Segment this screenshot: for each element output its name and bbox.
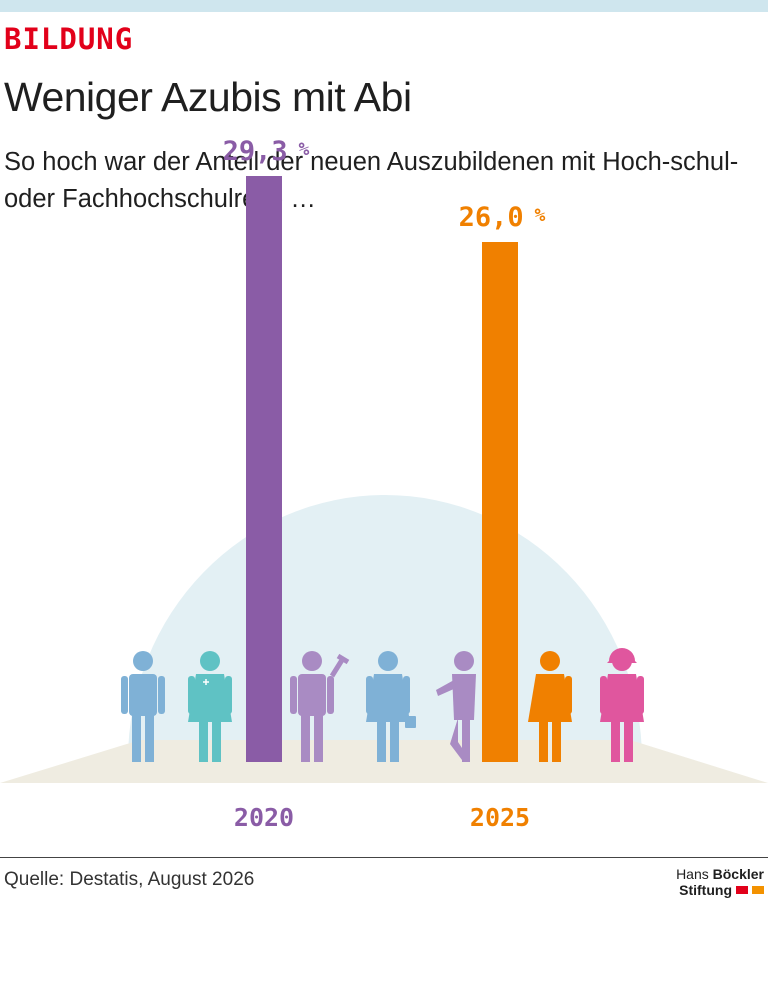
figure-dress <box>600 674 644 722</box>
figure-head <box>302 651 322 671</box>
wrench-icon <box>329 653 350 678</box>
bar-chart: 29,3 % 2020 26,0 % 2025 <box>0 136 768 832</box>
businesswoman-figure <box>366 651 416 762</box>
figure-leg <box>462 718 470 762</box>
figure-arm-right <box>225 676 232 714</box>
bar-2020 <box>246 176 282 762</box>
figure-leg-right <box>624 712 633 762</box>
figure-dress <box>366 674 410 722</box>
value-label-2020: 29,3 % <box>223 136 310 167</box>
figure-leg-right <box>390 712 399 762</box>
cross-icon <box>203 679 209 685</box>
figure-arm-left <box>290 676 297 714</box>
man-figure <box>121 651 165 762</box>
figure-arm-right <box>565 676 572 714</box>
category-label-2020: 2020 <box>234 803 294 832</box>
logo-text-stiftung: Stiftung <box>679 882 732 898</box>
figures-group <box>121 648 644 762</box>
source-note: Quelle: Destatis, August 2026 <box>4 869 255 890</box>
briefcase-icon <box>405 716 416 728</box>
figure-arm-right <box>403 676 410 714</box>
top-bar <box>0 0 768 12</box>
logo-text-hans: Hans <box>676 866 713 882</box>
figure-arm-right <box>637 676 644 714</box>
figure-torso <box>452 674 476 720</box>
figure-head <box>540 651 560 671</box>
figure-head <box>200 651 220 671</box>
figure-leg-left <box>539 712 548 762</box>
footer-divider <box>0 857 768 858</box>
figure-head <box>612 651 632 671</box>
figure-leg-left <box>301 712 310 762</box>
figure-arm-left <box>121 676 128 714</box>
woman-figure <box>528 651 572 762</box>
bars-group: 29,3 % 2020 26,0 % 2025 <box>223 136 546 832</box>
mechanic-figure <box>290 651 350 762</box>
kicker: BILDUNG <box>4 22 134 56</box>
category-label-2025: 2025 <box>470 803 530 832</box>
figure-leg-left <box>611 712 620 762</box>
figure-leg-left <box>199 712 208 762</box>
figure-leg-crossed <box>450 718 466 760</box>
figure-torso <box>298 674 326 716</box>
figure-arm-left <box>188 676 195 714</box>
figure-arm-left <box>366 676 373 714</box>
figure-dress <box>188 674 232 722</box>
logo-orange-square <box>752 886 764 894</box>
figure-leg-right <box>212 712 221 762</box>
bar-2025 <box>482 242 518 762</box>
hans-boeckler-stiftung-logo: Hans Böckler Stiftung <box>676 866 764 898</box>
nurse-figure <box>188 651 232 762</box>
figure-torso <box>129 674 157 716</box>
construction-worker-figure <box>600 648 644 762</box>
figure-leg-right <box>314 712 323 762</box>
value-label-2025: 26,0 % <box>459 202 546 233</box>
figure-leg-right <box>552 712 561 762</box>
figure-leg-left <box>377 712 386 762</box>
figure-arm-right <box>327 676 334 714</box>
figure-leg-left <box>132 712 141 762</box>
leaning-man-figure <box>436 651 476 762</box>
logo-text-boeckler: Böckler <box>712 866 764 882</box>
page-title: Weniger Azubis mit Abi <box>4 74 412 120</box>
figure-head <box>454 651 474 671</box>
figure-arm <box>436 680 456 696</box>
figure-head <box>378 651 398 671</box>
figure-head <box>133 651 153 671</box>
figure-arm-right <box>158 676 165 714</box>
logo-red-square <box>736 886 748 894</box>
figure-leg-right <box>145 712 154 762</box>
figure-arm-left <box>600 676 607 714</box>
figure-dress <box>528 674 572 722</box>
